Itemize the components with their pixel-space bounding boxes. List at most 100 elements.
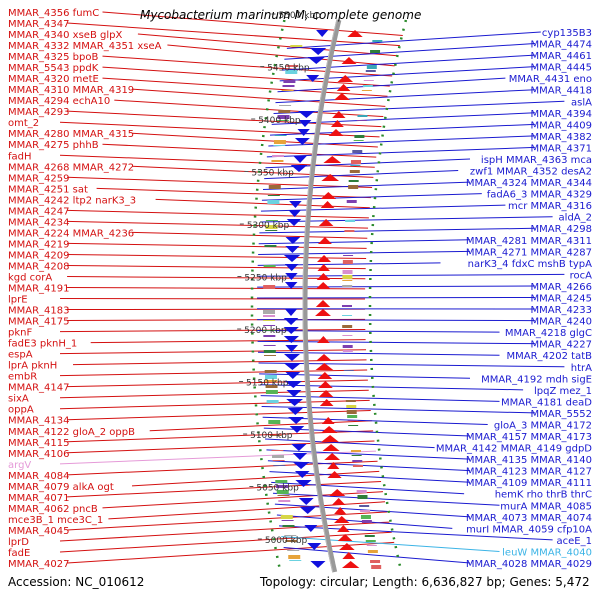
feature-block (264, 245, 277, 247)
gene-arrow (289, 426, 305, 433)
gene-arrow (317, 237, 332, 244)
feature-block (281, 520, 294, 521)
gene-label: MMAR_4461 (531, 51, 593, 62)
right-label-row: MMAR_4418 (531, 86, 593, 97)
gene-arrow (283, 255, 301, 262)
gene-label: oppA (8, 405, 34, 416)
connector-line (275, 89, 535, 104)
left-label-row: MMAR_4191 (8, 284, 70, 295)
connector-line (59, 389, 369, 399)
connector-line (67, 242, 367, 249)
gene-label: MMAR_4218 glgC (505, 328, 592, 339)
gene-label: pknF (8, 328, 32, 339)
gene-arrow (289, 201, 302, 208)
gene-arrow (315, 363, 334, 370)
gene-arrow (307, 543, 322, 550)
gene-label: MMAR_4106 (8, 449, 70, 460)
connector-line (277, 77, 506, 93)
gene-label: fadE3 pknH_1 (8, 339, 77, 350)
connector-line (102, 77, 388, 97)
left-label-row: MMAR_4320 metE (8, 74, 99, 85)
right-label-row: cyp135B3 (542, 28, 592, 39)
gene-label: MMAR_4247 (8, 206, 70, 217)
gene-label: lpqZ mez_1 (534, 386, 592, 397)
gene-arrow (341, 57, 357, 64)
gene-arrow (285, 273, 298, 280)
connector-line (114, 99, 384, 118)
feature-block (348, 180, 359, 182)
feature-block (356, 120, 367, 121)
left-label-row: espA (8, 350, 33, 361)
connector-line (167, 44, 395, 67)
right-label-row: MMAR_4271 MMAR_4287 (466, 247, 592, 258)
label-connector-lines (59, 11, 565, 564)
left-label-row: mce3B_1 mce3C_1 (8, 515, 103, 526)
connector-line (131, 231, 368, 239)
connector-line (260, 216, 553, 223)
connector-line (257, 273, 565, 277)
connector-line (67, 410, 371, 421)
gene-label: omt_2 (8, 118, 39, 129)
gene-label: MMAR_4320 metE (8, 74, 99, 85)
gene-label: fadA6_3 MMAR_4329 (487, 190, 592, 201)
gene-arrow (332, 111, 346, 118)
feature-block (370, 560, 381, 563)
right-label-row: MMAR_4109 MMAR_4111 (466, 478, 592, 489)
left-label-row: MMAR_4293 (8, 107, 70, 118)
feature-block (263, 285, 276, 289)
dotted-marker-rings (250, 19, 408, 573)
feature-block (361, 90, 372, 91)
gene-label: MMAR_4183 (8, 306, 70, 317)
feature-block (348, 425, 359, 426)
gene-arrow (284, 381, 303, 388)
feature-block (284, 535, 297, 536)
gene-arrow (304, 525, 318, 532)
gene-label: MMAR_4027 (8, 559, 70, 570)
gene-label: fadE (8, 548, 30, 559)
connector-line (262, 181, 471, 190)
gene-arrow (298, 120, 312, 127)
feature-block (265, 380, 278, 382)
feature-block (357, 495, 368, 499)
gene-arrow (330, 120, 344, 127)
gene-label: MMAR_4071 (8, 493, 70, 504)
left-label-row: lprD (8, 537, 29, 548)
topology-text: Topology: circular; Length: 6,636,827 bp… (260, 575, 590, 589)
gene-arrow (287, 408, 303, 415)
gene-label: MMAR_4418 (531, 86, 593, 97)
feature-block (272, 155, 285, 157)
feature-block (268, 420, 281, 424)
gene-label: MMAR_4234 (8, 217, 70, 228)
left-label-row: MMAR_4209 (8, 250, 70, 261)
feature-block (268, 185, 281, 189)
gene-label: htrA (571, 363, 592, 374)
gene-label: argV (8, 460, 31, 471)
right-label-row: MMAR_4445 (531, 63, 593, 74)
left-label-row: MMAR_4268 MMAR_4272 (8, 162, 134, 173)
feature-block (276, 120, 289, 121)
feature-block (343, 370, 354, 371)
gene-label: MMAR_4135 MMAR_4140 (466, 455, 592, 466)
gene-arrow (342, 552, 356, 559)
gene-arrow (320, 192, 336, 199)
left-label-row: oppA (8, 405, 34, 416)
gene-arrow (317, 264, 330, 271)
feature-block (276, 490, 289, 494)
feature-block (350, 450, 361, 452)
map-title: Mycobacterium marinum M, complete genome (140, 8, 422, 22)
left-label-row: MMAR_4356 fumC (8, 8, 99, 19)
feature-block (367, 550, 378, 553)
feature-block (285, 70, 298, 74)
gene-arrow (292, 462, 310, 469)
connector-line (131, 88, 386, 107)
connector-line (268, 135, 535, 147)
right-label-row: MMAR_4218 glgC (505, 328, 592, 339)
connector-line (102, 66, 390, 87)
feature-block (351, 455, 362, 456)
gene-label: MMAR_4192 mdh sigE (481, 374, 592, 385)
position-tick-label: 5050 kbp (256, 484, 299, 494)
gene-arrow (295, 480, 312, 487)
left-label-row: MMAR_4183 (8, 306, 70, 317)
position-tick-label: 5400 kbp (258, 116, 301, 126)
connector-line (266, 449, 471, 460)
